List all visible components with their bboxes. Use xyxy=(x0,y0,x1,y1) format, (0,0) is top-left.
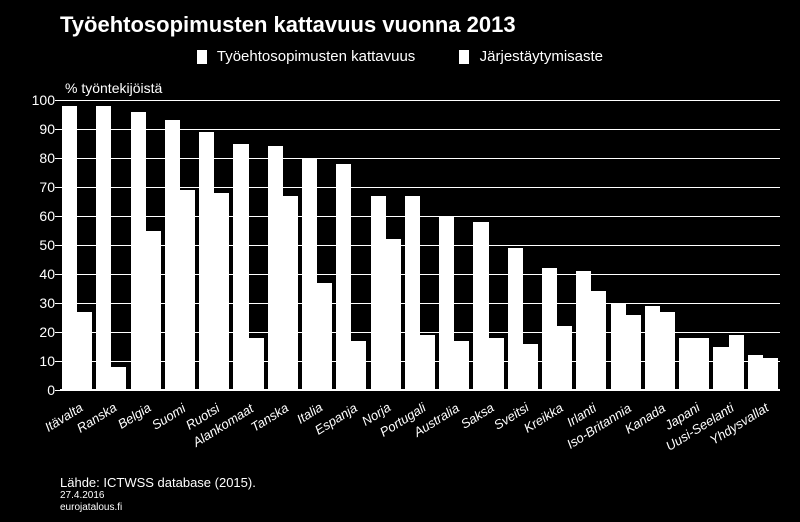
grid-line xyxy=(60,303,780,304)
y-tick-mark xyxy=(55,361,60,362)
bar-union xyxy=(591,291,606,390)
legend-label: Työehtosopimusten kattavuus xyxy=(217,48,415,65)
y-tick-mark xyxy=(55,303,60,304)
y-tick-label: 100 xyxy=(25,92,55,108)
x-tick-label: Saksa xyxy=(458,400,497,432)
chart-legend: Työehtosopimusten kattavuus Järjestäytym… xyxy=(0,48,800,65)
y-tick-mark xyxy=(55,158,60,159)
bar-coverage xyxy=(165,120,180,390)
bar-coverage xyxy=(199,132,214,390)
grid-line xyxy=(60,245,780,246)
y-tick-mark xyxy=(55,129,60,130)
legend-swatch-icon xyxy=(459,50,469,64)
bar-union xyxy=(660,312,675,390)
bar-coverage xyxy=(542,268,557,390)
x-tick-label: Tanska xyxy=(248,400,291,435)
y-tick-label: 60 xyxy=(25,208,55,224)
bar-union xyxy=(146,231,161,391)
y-tick-label: 10 xyxy=(25,353,55,369)
y-tick-mark xyxy=(55,187,60,188)
y-tick-label: 20 xyxy=(25,324,55,340)
grid-line xyxy=(60,100,780,101)
bar-union xyxy=(729,335,744,390)
bar-union xyxy=(489,338,504,390)
chart-footer: Lähde: ICTWSS database (2015). 27.4.2016… xyxy=(60,475,256,514)
y-tick-mark xyxy=(55,245,60,246)
y-tick-label: 70 xyxy=(25,179,55,195)
grid-line xyxy=(60,187,780,188)
legend-label: Järjestäytymisaste xyxy=(480,48,603,65)
chart-plot-area: 0102030405060708090100 xyxy=(60,100,780,390)
bar-union xyxy=(763,358,778,390)
bar-union xyxy=(351,341,366,390)
y-axis-label: % työntekijöistä xyxy=(65,80,162,96)
y-tick-label: 30 xyxy=(25,295,55,311)
bar-union xyxy=(626,315,641,390)
bar-union xyxy=(557,326,572,390)
y-tick-mark xyxy=(55,274,60,275)
x-tick-label: Belgia xyxy=(115,400,154,432)
bar-union xyxy=(523,344,538,390)
grid-line xyxy=(60,129,780,130)
bar-coverage xyxy=(96,106,111,390)
chart-title: Työehtosopimusten kattavuus vuonna 2013 xyxy=(60,12,516,38)
legend-swatch-icon xyxy=(197,50,207,64)
grid-line xyxy=(60,361,780,362)
bar-union xyxy=(77,312,92,390)
bar-coverage xyxy=(62,106,77,390)
bar-coverage xyxy=(645,306,660,390)
bar-union xyxy=(111,367,126,390)
grid-line xyxy=(60,390,780,391)
bar-coverage xyxy=(131,112,146,390)
y-tick-label: 50 xyxy=(25,237,55,253)
bar-union xyxy=(420,335,435,390)
bar-coverage xyxy=(233,144,248,391)
bar-coverage xyxy=(576,271,591,390)
x-labels-container: ItävaltaRanskaBelgiaSuomiRuotsiAlankomaa… xyxy=(60,394,780,484)
y-tick-label: 40 xyxy=(25,266,55,282)
legend-item-coverage: Työehtosopimusten kattavuus xyxy=(197,48,415,65)
grid-line xyxy=(60,216,780,217)
bar-union xyxy=(454,341,469,390)
bar-coverage xyxy=(336,164,351,390)
grid-line xyxy=(60,158,780,159)
grid-line xyxy=(60,274,780,275)
footer-site: eurojatalous.fi xyxy=(60,502,256,514)
source-text: Lähde: ICTWSS database (2015). xyxy=(60,475,256,490)
bar-coverage xyxy=(268,146,283,390)
y-tick-mark xyxy=(55,216,60,217)
y-tick-mark xyxy=(55,100,60,101)
y-tick-label: 90 xyxy=(25,121,55,137)
y-tick-label: 80 xyxy=(25,150,55,166)
bar-coverage xyxy=(611,303,626,390)
y-tick-mark xyxy=(55,390,60,391)
grid-line xyxy=(60,332,780,333)
bar-coverage xyxy=(679,338,694,390)
bar-union xyxy=(180,190,195,390)
y-tick-mark xyxy=(55,332,60,333)
bar-union xyxy=(317,283,332,390)
footer-date: 27.4.2016 xyxy=(60,490,256,502)
bar-coverage xyxy=(508,248,523,390)
bar-union xyxy=(694,338,709,390)
x-tick-label: Suomi xyxy=(149,400,188,432)
y-tick-label: 0 xyxy=(25,382,55,398)
legend-item-union: Järjestäytymisaste xyxy=(459,48,603,65)
bar-coverage xyxy=(713,347,728,391)
bar-union xyxy=(386,239,401,390)
bar-union xyxy=(249,338,264,390)
bar-coverage xyxy=(473,222,488,390)
